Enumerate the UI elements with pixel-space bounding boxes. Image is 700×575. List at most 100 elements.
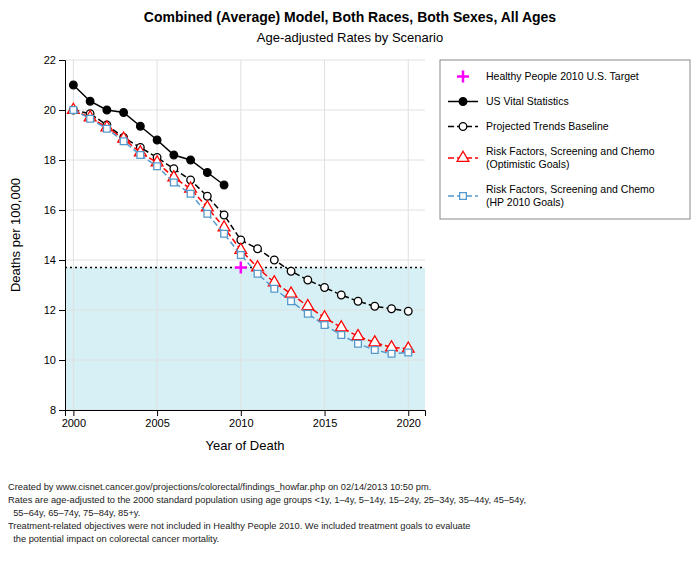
point [187, 190, 194, 197]
legend-label-line: Risk Factors, Screening and Chemo [486, 183, 655, 195]
point [352, 329, 364, 339]
footnote: the potential impact on colorectal cance… [8, 534, 219, 544]
series [67, 103, 414, 352]
legend-label: Risk Factors, Screening and Chemo(HP 201… [486, 183, 655, 208]
legend-label-line: Healthy People 2010 U.S. Target [486, 70, 639, 82]
legend-frame [440, 60, 690, 219]
point [137, 152, 144, 159]
legend-symbol [459, 98, 467, 106]
tick-label: 18 [44, 154, 56, 166]
title: Combined (Average) Model, Both Races, Bo… [144, 9, 557, 25]
axis-line [66, 411, 426, 417]
tick: 18 [44, 154, 65, 166]
point [221, 230, 228, 237]
tick-label: 14 [44, 254, 56, 266]
y-axis-title: Deaths per 100,000 [8, 178, 23, 292]
point [104, 125, 111, 132]
tick: 2020 [397, 410, 421, 429]
tick-label: 16 [44, 204, 56, 216]
tick-label: 2015 [313, 417, 337, 429]
tick-label: 2005 [145, 417, 169, 429]
point [254, 245, 262, 253]
tick: 8 [50, 404, 65, 416]
tick: 14 [44, 254, 65, 266]
legend-item: Risk Factors, Screening and Chemo(HP 201… [448, 183, 655, 208]
tick: 2015 [313, 410, 337, 429]
legend-item: US Vital Statistics [448, 95, 569, 107]
grid-line [65, 210, 425, 211]
point [271, 256, 279, 264]
series [235, 262, 247, 274]
footnote: 55–64y, 65–74y, 75–84y, 85+y. [8, 508, 140, 518]
grid-line [65, 60, 425, 61]
point [204, 169, 212, 177]
point [154, 163, 161, 170]
point [271, 285, 278, 292]
legend-symbol [459, 123, 467, 131]
tick-label: 2000 [62, 417, 86, 429]
grid-line [324, 60, 325, 410]
tick: 10 [44, 354, 65, 366]
point [86, 97, 94, 105]
tick-mark [408, 410, 409, 416]
legend-label: Risk Factors, Screening and Chemo(Optimi… [486, 145, 655, 170]
point [388, 305, 396, 313]
legend-label-line: Risk Factors, Screening and Chemo [486, 145, 655, 157]
grid-line [408, 60, 409, 410]
tick-label: 8 [50, 404, 56, 416]
point [321, 284, 329, 292]
point [70, 81, 78, 89]
legend-label-line: (Optimistic Goals) [486, 158, 569, 170]
tick-mark [59, 110, 65, 111]
legend-item: Risk Factors, Screening and Chemo(Optimi… [448, 145, 655, 170]
point [338, 332, 345, 339]
point [388, 350, 395, 357]
series-line [73, 110, 408, 354]
point [204, 210, 211, 217]
y-axis: 810121416182022 [44, 54, 66, 416]
point [235, 262, 247, 274]
tick-mark [59, 360, 65, 361]
tick-label: 20 [44, 104, 56, 116]
tick-mark [59, 410, 65, 411]
point [302, 299, 314, 309]
grid-line [65, 110, 425, 111]
tick-mark [59, 260, 65, 261]
x-axis-title: Year of Death [205, 438, 284, 453]
point [220, 181, 228, 189]
legend-label: Projected Trends Baseline [486, 120, 609, 132]
grid-line [240, 60, 241, 410]
point [187, 156, 195, 164]
subtitle: Age-adjusted Rates by Scenario [257, 30, 443, 45]
tick-mark [59, 310, 65, 311]
series [70, 81, 228, 189]
point [237, 252, 244, 259]
point [355, 340, 362, 347]
point [204, 192, 212, 200]
tick: 22 [44, 54, 65, 66]
legend-label-line: US Vital Statistics [486, 95, 569, 107]
series [70, 107, 412, 357]
point [120, 138, 127, 145]
tick-mark [59, 160, 65, 161]
tick-label: 2020 [397, 417, 421, 429]
marks [65, 81, 425, 357]
point [287, 267, 295, 275]
legend-label: US Vital Statistics [486, 95, 569, 107]
tick: 2010 [229, 410, 253, 429]
tick-mark [59, 60, 65, 61]
background-layer [65, 268, 425, 411]
tick: 2000 [62, 410, 86, 429]
point [369, 336, 381, 346]
tick-mark [325, 410, 326, 416]
point [288, 298, 295, 305]
legend-label: Healthy People 2010 U.S. Target [486, 70, 639, 82]
series [70, 106, 412, 315]
point [386, 341, 398, 351]
point [254, 270, 261, 277]
series-line [73, 85, 224, 185]
point [70, 106, 78, 114]
grid-line [65, 160, 425, 161]
point [337, 291, 345, 299]
point [371, 302, 379, 310]
